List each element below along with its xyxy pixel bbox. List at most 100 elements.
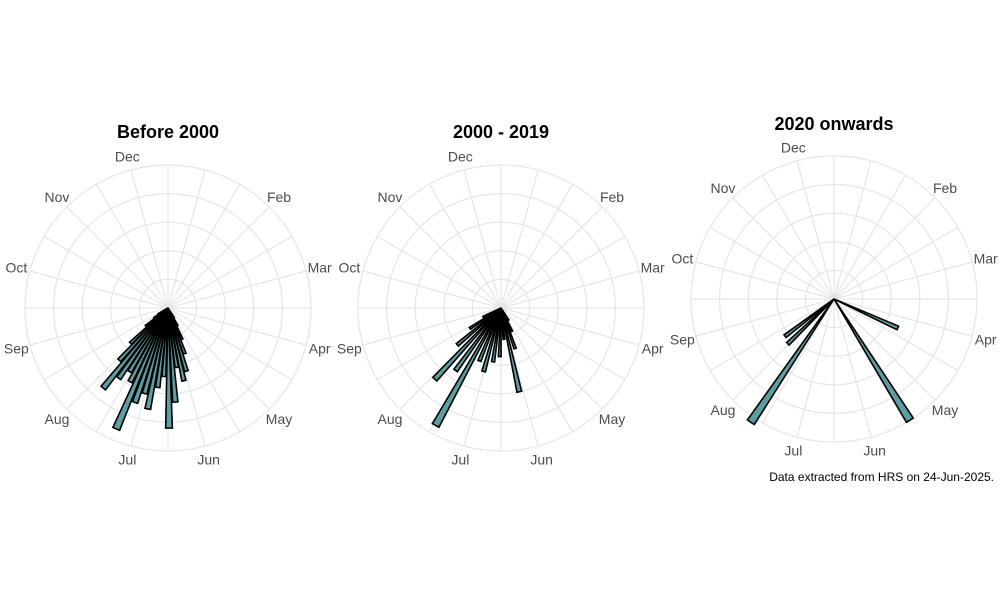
month-label-apr: Apr [975,332,997,348]
month-label-feb: Feb [600,189,624,205]
grid-spoke [500,169,539,309]
grid-spoke [130,169,169,309]
grid-spoke [833,298,973,337]
bar-4 [785,298,835,347]
grid-spoke [376,235,502,309]
grid-spoke [167,307,241,433]
bar-3 [746,298,835,426]
month-label-aug: Aug [45,411,70,427]
month-label-aug: Aug [378,411,403,427]
grid-spoke [95,183,169,309]
grid-spoke [500,270,640,309]
grid-spoke [362,307,502,346]
grid-spoke [167,169,206,309]
bar-11 [452,307,502,373]
bar-9 [164,307,174,429]
grid-spoke [167,307,293,381]
grid-spoke [761,298,835,424]
grid-spoke [833,174,907,300]
bar-2 [833,298,915,424]
grid-spoke [500,307,574,433]
polar-chart-2: Feb Mar Apr May Jun Jul Aug Sep Oct Nov Dec 2000 - … [337,122,665,468]
grid-spoke [833,160,872,300]
grid-spoke [796,298,835,438]
grid-spoke [761,174,835,300]
grid-spoke [167,270,307,309]
grid-spoke [167,183,241,309]
grid-spoke [695,261,835,300]
bar-8 [167,307,179,404]
grid-spoke [500,206,603,309]
month-label-apr: Apr [309,341,331,357]
panel-title: 2020 onwards [774,114,893,134]
month-label-apr: Apr [642,341,664,357]
bar-4 [500,307,523,394]
bar-5 [782,298,835,339]
month-label-feb: Feb [933,180,957,196]
month-label-sep: Sep [4,341,29,357]
bar-8 [480,307,502,373]
grid-spoke [709,226,835,300]
grid-spoke [362,270,502,309]
grid-spoke [399,206,502,309]
grid-spoke [833,261,973,300]
grid-spoke [833,298,959,372]
month-label-dec: Dec [448,148,473,164]
month-label-jun: Jun [197,452,220,468]
bar-10 [431,307,502,429]
bar-15 [481,307,502,319]
month-label-sep: Sep [337,341,362,357]
grid-spoke [833,197,936,300]
grid-spoke [66,206,169,309]
bar-9 [476,307,502,363]
grid-spoke [500,183,574,309]
grid-spoke [833,226,959,300]
grid-spoke [167,307,270,410]
grid-spoke [29,270,169,309]
month-label-mar: Mar [974,250,998,266]
bar-6 [167,307,187,382]
month-label-jun: Jun [530,452,553,468]
panel-title: Before 2000 [117,122,219,142]
month-label-dec: Dec [781,139,806,155]
bar-24 [156,307,169,316]
bar-19 [99,307,169,391]
grid-spoke [500,307,626,381]
bar-13 [455,307,502,348]
grid-spoke [43,235,169,309]
grid-spoke [833,298,936,401]
month-label-oct: Oct [5,259,27,275]
month-label-oct: Oct [671,250,693,266]
month-label-jul: Jul [451,452,469,468]
grid-spoke [732,197,835,300]
month-label-mar: Mar [308,259,332,275]
month-label-mar: Mar [641,259,665,275]
month-label-oct: Oct [338,259,360,275]
month-label-dec: Dec [115,148,140,164]
grid-spoke [833,298,872,438]
polar-chart-1: Feb Mar Apr May Jun Jul Aug Sep Oct Nov Dec Before … [4,122,332,468]
bar-12 [431,307,502,383]
bar-5 [167,307,190,373]
grid-spoke [796,160,835,300]
bar-3 [500,307,518,350]
grid-spoke [167,307,307,346]
grid-spoke [500,307,640,346]
grid-spoke [43,307,169,381]
grid-spoke [167,206,270,309]
grid-spoke [709,298,835,372]
month-label-jun: Jun [863,443,886,459]
bar-5 [500,307,506,341]
month-label-sep: Sep [670,332,695,348]
month-label-jul: Jul [784,443,802,459]
grid-spoke [463,169,502,309]
panel-title: 2000 - 2019 [453,122,549,142]
month-label-jul: Jul [118,452,136,468]
month-label-nov: Nov [711,180,736,196]
data-source-caption: Data extracted from HRS on 24-Jun-2025. [769,470,994,484]
grid-spoke [500,235,626,309]
bar-7 [490,307,502,363]
month-label-may: May [599,411,625,427]
month-label-feb: Feb [267,189,291,205]
polar-chart-3: Feb Mar Apr May Jun Jul Aug Sep Oct Nov Dec 2020 on… [670,114,998,459]
